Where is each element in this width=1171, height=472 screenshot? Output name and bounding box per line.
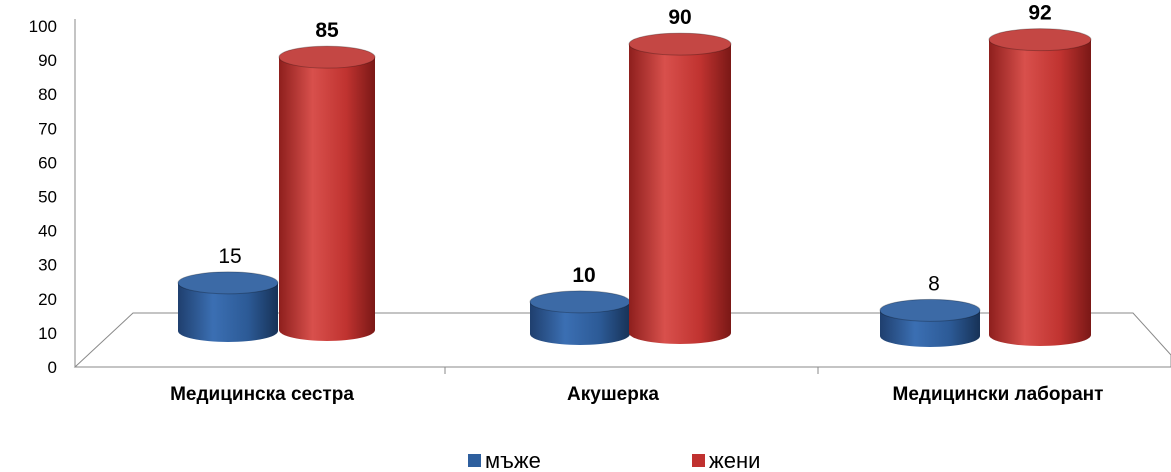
bar-мъже-1	[529, 290, 631, 345]
legend-swatch	[468, 454, 481, 467]
y-tick-label: 100	[29, 17, 57, 36]
data-label: 90	[668, 6, 691, 29]
data-label: 92	[1028, 2, 1051, 25]
bar-body	[178, 282, 278, 342]
bar-body	[989, 39, 1091, 347]
y-tick-label: 40	[38, 222, 57, 241]
legend-label: мъже	[485, 448, 541, 472]
legend-label: жени	[709, 448, 760, 472]
legend-swatch	[692, 454, 705, 467]
data-label: 15	[218, 245, 241, 268]
data-label: 10	[572, 264, 595, 287]
category-labels: Медицинска сестра Акушерка Медицински лабо…	[170, 367, 1103, 405]
bar-жени-0	[278, 45, 376, 342]
bar-top	[177, 271, 279, 295]
bar-body	[629, 44, 731, 344]
bar-top	[879, 298, 981, 322]
y-tick-label: 10	[38, 324, 57, 343]
bar-жени-2	[988, 28, 1092, 347]
bar-жени-1	[628, 32, 732, 344]
legend-item-0: мъже	[468, 448, 541, 472]
y-tick-label: 90	[38, 51, 57, 70]
bar-top	[628, 32, 732, 56]
bar-top	[278, 45, 376, 69]
bar-body	[530, 301, 630, 345]
y-tick-label: 60	[38, 153, 57, 172]
bar-мъже-0	[177, 271, 279, 342]
category-label: Медицински лаборант	[893, 384, 1104, 405]
bar-top	[529, 290, 631, 314]
legend-item-1: жени	[692, 448, 760, 472]
bar-top	[988, 28, 1092, 52]
y-tick-label: 0	[48, 358, 57, 377]
y-tick-label: 80	[38, 85, 57, 104]
y-axis-ticks: 0 10 20 30 40 50 60 70 80 90 100	[29, 17, 57, 377]
bar-body	[279, 57, 375, 342]
data-label: 85	[315, 19, 339, 42]
y-tick-label: 70	[38, 119, 57, 138]
data-labels: 15 85 10 90 8 92	[218, 2, 1051, 296]
bars	[177, 28, 1092, 347]
data-label: 8	[928, 272, 940, 295]
y-tick-label: 30	[38, 256, 57, 275]
category-label: Медицинска сестра	[170, 384, 354, 405]
y-tick-label: 50	[38, 188, 57, 207]
y-tick-label: 20	[38, 290, 57, 309]
bar-мъже-2	[879, 298, 981, 347]
category-label: Акушерка	[567, 384, 659, 405]
legend: мъже жени	[468, 448, 760, 472]
